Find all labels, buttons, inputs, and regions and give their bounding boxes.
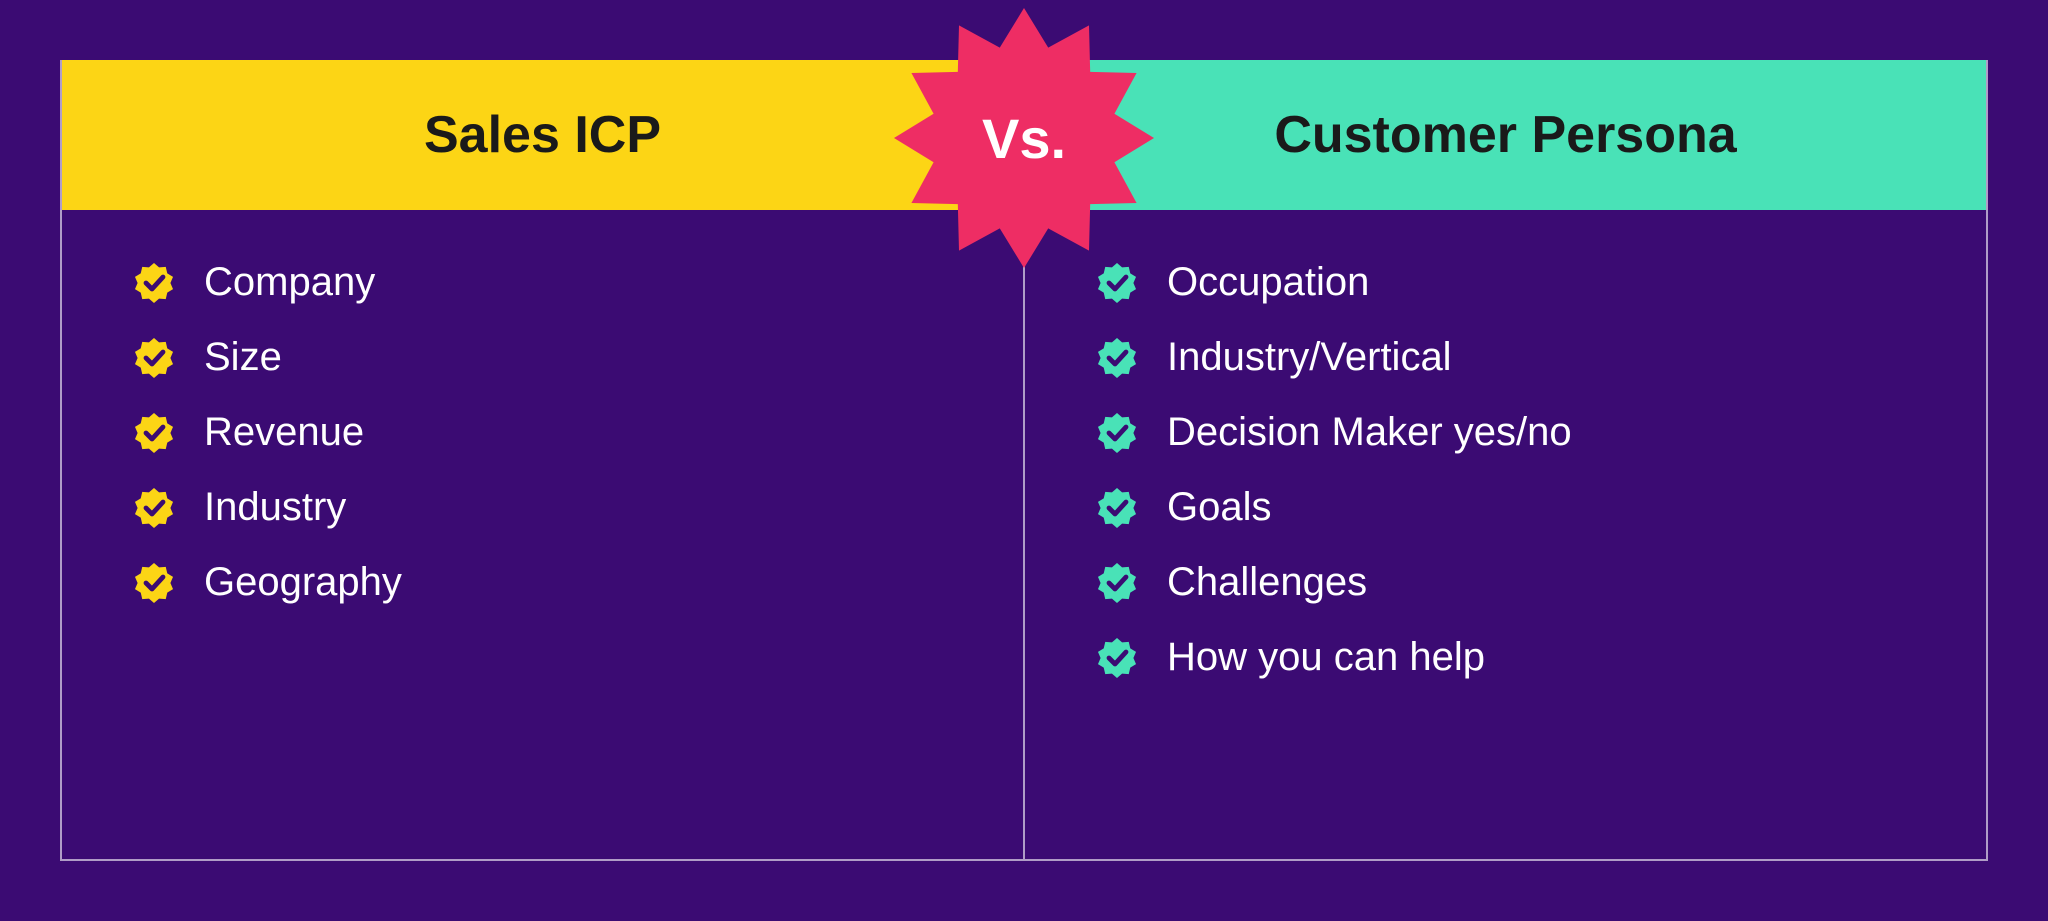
left-column-header: Sales ICP: [62, 60, 1023, 210]
list-item: Revenue: [132, 410, 953, 455]
list-item-label: How you can help: [1167, 635, 1485, 680]
list-item-label: Challenges: [1167, 560, 1367, 605]
check-badge-icon: [1095, 411, 1139, 455]
check-badge-icon: [1095, 561, 1139, 605]
check-badge-icon: [132, 561, 176, 605]
check-badge-icon: [132, 411, 176, 455]
check-badge-icon: [1095, 486, 1139, 530]
list-item: Geography: [132, 560, 953, 605]
list-item-label: Goals: [1167, 485, 1272, 530]
check-badge-icon: [1095, 261, 1139, 305]
list-item-label: Industry/Vertical: [1167, 335, 1452, 380]
right-column-header: Customer Persona: [1025, 60, 1986, 210]
check-badge-icon: [132, 486, 176, 530]
list-item: Industry/Vertical: [1095, 335, 1916, 380]
right-column: Customer Persona Occupation Industry/Vert…: [1023, 60, 1986, 859]
left-column: Sales ICP Company Size Revenue Industry Geog…: [62, 60, 1023, 859]
list-item-label: Geography: [204, 560, 402, 605]
list-item: Industry: [132, 485, 953, 530]
list-item: Size: [132, 335, 953, 380]
list-item: Goals: [1095, 485, 1916, 530]
list-item: Occupation: [1095, 260, 1916, 305]
left-column-title: Sales ICP: [424, 105, 661, 165]
list-item: Challenges: [1095, 560, 1916, 605]
list-item-label: Company: [204, 260, 375, 305]
check-badge-icon: [132, 336, 176, 380]
right-column-title: Customer Persona: [1274, 105, 1736, 165]
list-item: Company: [132, 260, 953, 305]
list-item-label: Size: [204, 335, 282, 380]
list-item: How you can help: [1095, 635, 1916, 680]
list-item: Decision Maker yes/no: [1095, 410, 1916, 455]
list-item-label: Occupation: [1167, 260, 1369, 305]
left-column-body: Company Size Revenue Industry Geography: [62, 210, 1023, 859]
list-item-label: Industry: [204, 485, 346, 530]
check-badge-icon: [1095, 636, 1139, 680]
list-item-label: Decision Maker yes/no: [1167, 410, 1572, 455]
comparison-table: Vs. Sales ICP CompanySizeRevenueIndustry…: [60, 60, 1988, 861]
right-column-body: Occupation Industry/Vertical Decision Make…: [1025, 210, 1986, 859]
list-item-label: Revenue: [204, 410, 364, 455]
check-badge-icon: [1095, 336, 1139, 380]
check-badge-icon: [132, 261, 176, 305]
columns-container: Sales ICP Company Size Revenue Industry Geog…: [60, 60, 1988, 861]
